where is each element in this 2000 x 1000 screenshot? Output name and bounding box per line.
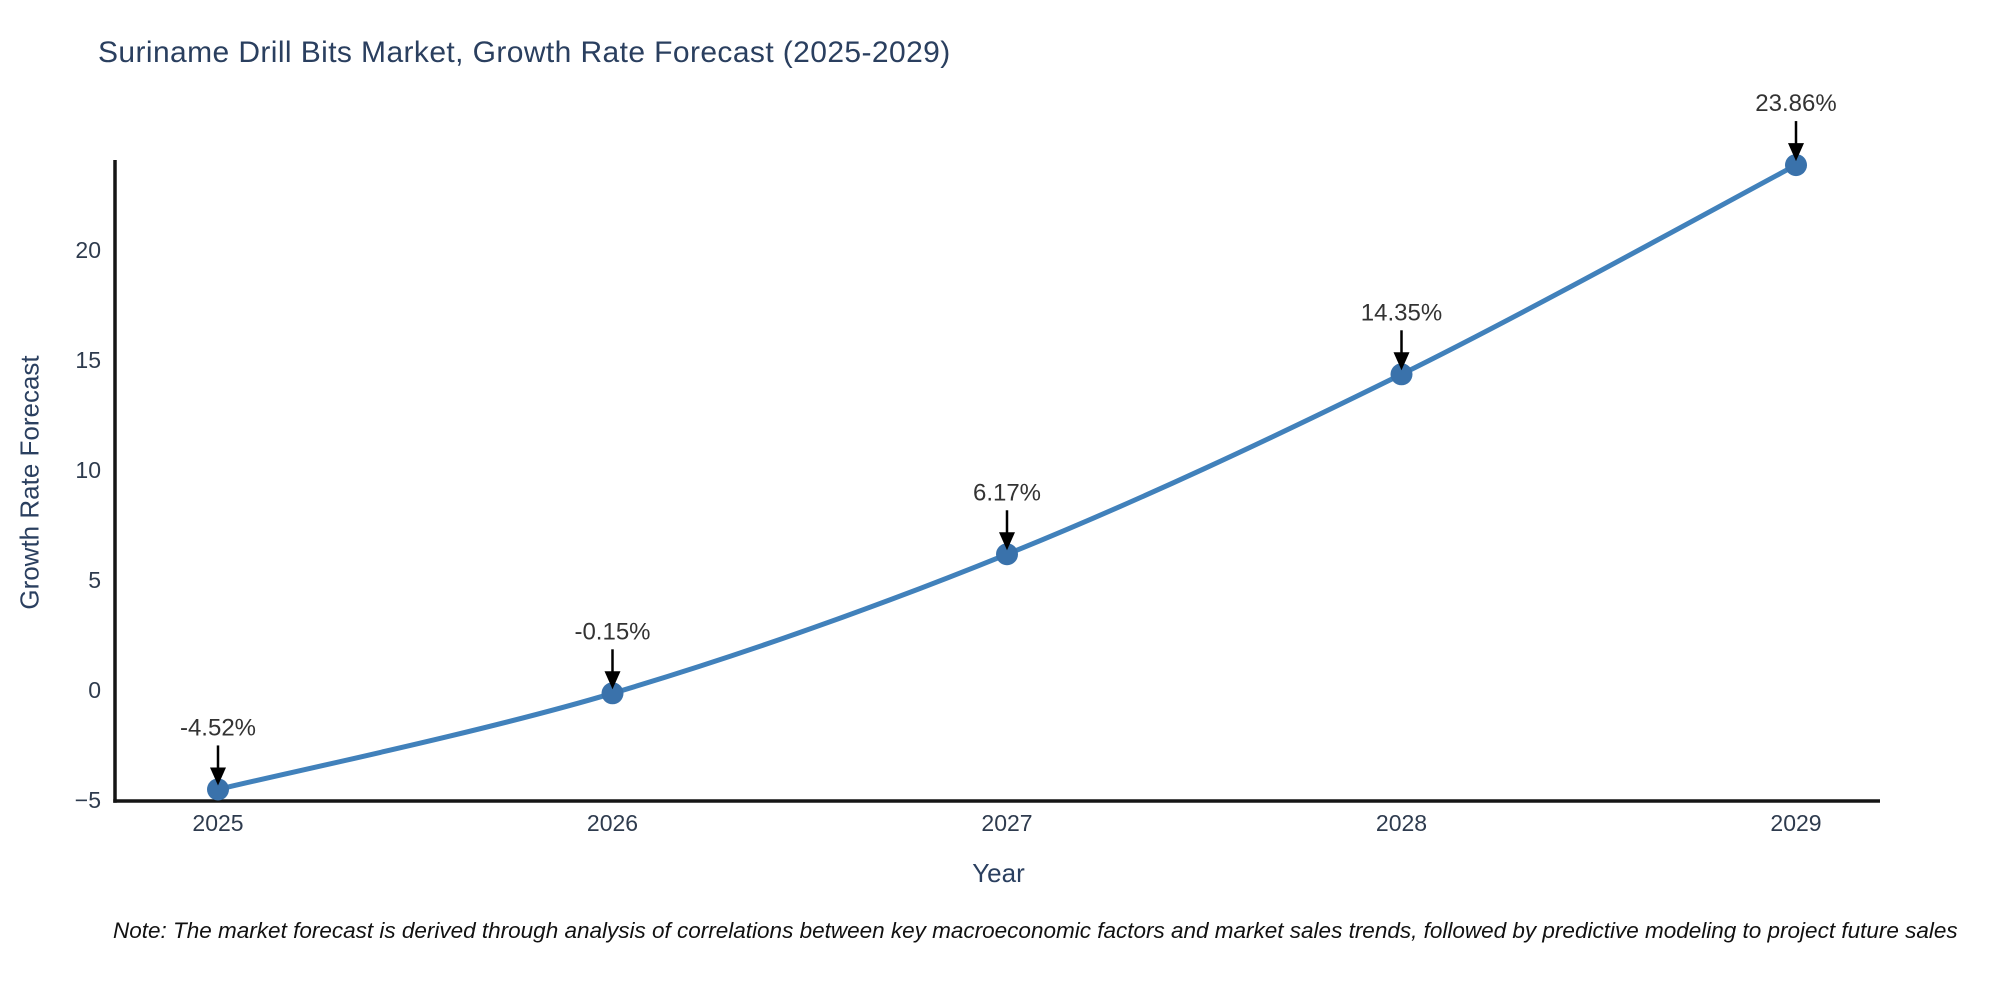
x-tick-label: 2026	[587, 810, 638, 836]
annotation-arrowhead-icon	[1788, 143, 1804, 162]
point-annotation-label: 23.86%	[1755, 90, 1836, 117]
data-point-marker	[996, 543, 1018, 566]
forecast-line	[215, 162, 1799, 792]
annotation-arrowhead-icon	[604, 671, 621, 690]
chart-title: Suriname Drill Bits Market, Growth Rate …	[98, 36, 951, 69]
x-tick-label: 2029	[1770, 810, 1821, 836]
annotation-arrowhead-icon	[210, 767, 226, 786]
point-annotation-label: 14.35%	[1361, 299, 1442, 326]
y-tick-label: 10	[75, 457, 101, 483]
x-tick-label: 2025	[192, 810, 243, 836]
x-axis-title: Year	[972, 858, 1025, 888]
y-tick-label: 5	[88, 567, 101, 593]
annotation-arrowhead-icon	[1393, 352, 1410, 371]
data-point-marker	[1785, 154, 1807, 177]
data-point-marker	[207, 778, 229, 801]
y-tick-label: 15	[75, 347, 101, 373]
footnote: Note: The market forecast is derived thr…	[113, 918, 1958, 943]
data-point-marker	[601, 682, 624, 705]
point-annotation-label: 6.17%	[973, 479, 1041, 506]
y-tick-label: −5	[75, 787, 101, 813]
y-tick-label: 0	[88, 677, 101, 703]
x-tick-label: 2028	[1376, 810, 1427, 836]
y-tick-label: 20	[75, 237, 101, 263]
annotation-arrowhead-icon	[999, 532, 1015, 551]
data-point-marker	[1390, 363, 1413, 386]
x-tick-label: 2027	[981, 810, 1032, 836]
point-annotation-label: -0.15%	[574, 618, 650, 645]
point-annotation-label: -4.52%	[180, 714, 256, 741]
